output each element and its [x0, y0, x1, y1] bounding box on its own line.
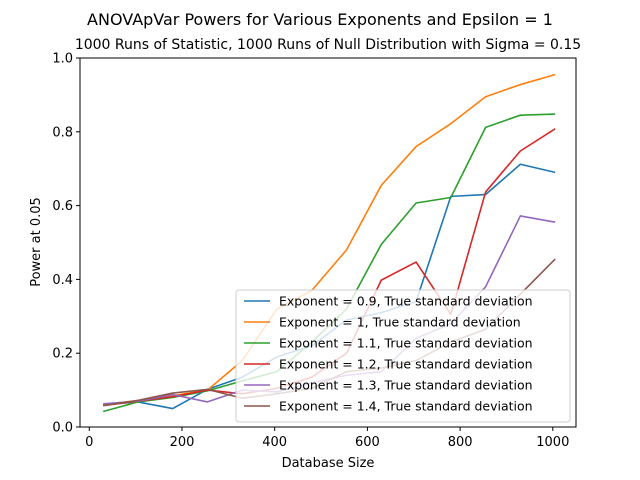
x-tick-label: 1000 [536, 435, 569, 450]
y-tick-label: 0.4 [52, 273, 73, 288]
chart-subtitle: 1000 Runs of Statistic, 1000 Runs of Nul… [75, 37, 581, 53]
legend: Exponent = 0.9, True standard deviation E… [235, 289, 571, 423]
legend-label-4: Exponent = 1.2, True standard deviation [279, 357, 533, 372]
legend-box [235, 289, 571, 423]
chart-title: ANOVApVar Powers for Various Exponents a… [87, 10, 553, 29]
x-axis-ticks: 0 200 400 600 800 1000 [85, 427, 569, 450]
y-axis-ticks: 0.0 0.2 0.4 0.6 0.8 1.0 [52, 52, 80, 436]
x-tick-label: 0 [85, 435, 93, 450]
legend-label-2: Exponent = 1, True standard deviation [279, 315, 521, 330]
x-tick-label: 600 [355, 435, 380, 450]
legend-label-6: Exponent = 1.4, True standard deviation [279, 399, 533, 414]
y-tick-label: 0.2 [52, 347, 73, 362]
axes-frame [79, 57, 577, 428]
y-tick-label: 1.0 [52, 52, 73, 67]
x-tick-label: 400 [262, 435, 287, 450]
legend-label-5: Exponent = 1.3, True standard deviation [279, 378, 533, 393]
series-line-2 [103, 73, 556, 406]
y-tick-label: 0.8 [52, 125, 73, 140]
y-tick-label: 0.0 [52, 421, 73, 436]
y-tick-label: 0.6 [52, 199, 73, 214]
x-tick-label: 200 [170, 435, 195, 450]
legend-label-3: Exponent = 1.1, True standard deviation [279, 336, 533, 351]
y-axis-label: Power at 0.05 [29, 197, 44, 287]
x-tick-label: 800 [448, 435, 473, 450]
x-axis-label: Database Size [282, 456, 375, 471]
legend-label-1: Exponent = 0.9, True standard deviation [279, 294, 533, 309]
